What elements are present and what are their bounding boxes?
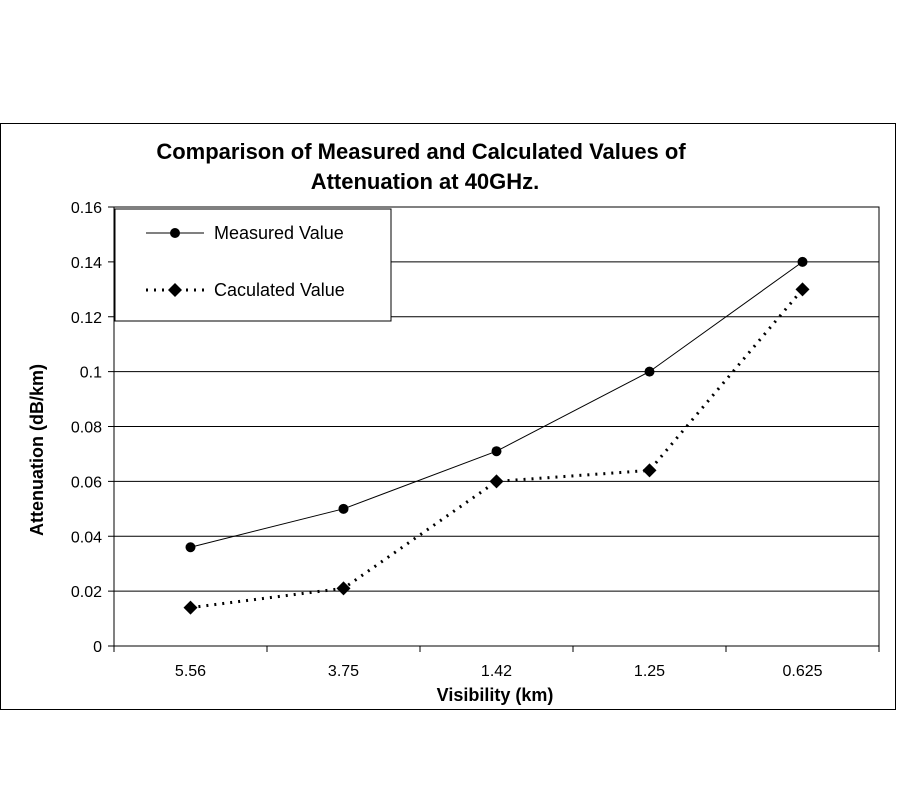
legend-calculated-label: Caculated Value (214, 280, 345, 300)
calculated-point (183, 600, 198, 615)
legend-calculated-marker (168, 283, 182, 297)
x-tick-label: 5.56 (175, 663, 206, 680)
legend-measured-marker (170, 228, 180, 238)
y-tick-label: 0.12 (71, 310, 102, 327)
chart-title-line-1: Comparison of Measured and Calculated Va… (156, 139, 686, 164)
y-tick-label: 0 (93, 639, 102, 656)
y-tick-label: 0.06 (71, 474, 102, 491)
x-axis-title: Visibility (km) (437, 685, 554, 705)
y-axis-title: Attenuation (dB/km) (27, 364, 47, 536)
y-tick-label: 0.1 (80, 365, 102, 382)
x-tick-label: 3.75 (328, 663, 359, 680)
x-tick-label: 0.625 (782, 663, 822, 680)
legend-measured-label: Measured Value (214, 223, 344, 243)
legend: Measured Value Caculated Value (114, 208, 392, 322)
calculated-point (642, 463, 657, 478)
y-tick-label: 0.16 (71, 200, 102, 217)
measured-point (644, 366, 655, 377)
x-tick-label: 1.42 (481, 663, 512, 680)
y-tick-label: 0.04 (71, 529, 102, 546)
calculated-point (336, 581, 351, 596)
y-tick-label: 0.08 (71, 420, 102, 437)
legend-box (114, 208, 392, 322)
measured-point (797, 256, 808, 267)
measured-point (185, 542, 196, 553)
chart-title-line-2: Attenuation at 40GHz. (311, 169, 540, 194)
calculated-point (795, 282, 810, 297)
measured-point (338, 503, 349, 514)
chart-svg: 0 0.02 0.04 0.06 0.08 0.1 0.12 0.14 0.16 5.56 3.75… (27, 139, 880, 705)
y-tick-label: 0.02 (71, 584, 102, 601)
x-tick-label: 1.25 (634, 663, 665, 680)
measured-point (491, 446, 502, 457)
series-layer (183, 256, 810, 615)
chart-frame: 0 0.02 0.04 0.06 0.08 0.1 0.12 0.14 0.16 5.56 3.75… (0, 123, 896, 710)
calculated-point (489, 474, 504, 489)
y-tick-label: 0.14 (71, 255, 102, 272)
axes: 0 0.02 0.04 0.06 0.08 0.1 0.12 0.14 0.16 5.56 3.75… (71, 200, 880, 680)
